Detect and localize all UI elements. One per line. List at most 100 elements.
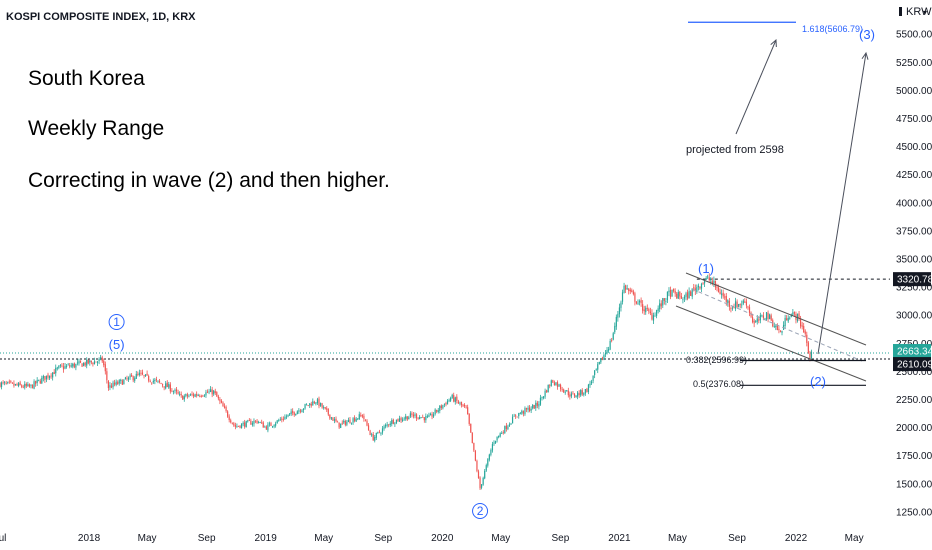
candle-body (612, 333, 614, 340)
candle-body (618, 307, 621, 315)
candle-body (487, 459, 489, 466)
candle-body (211, 389, 213, 395)
candle-body (620, 302, 622, 308)
candle-body (2, 382, 4, 384)
candle-body (578, 393, 580, 396)
candle-body (189, 394, 192, 396)
candle-body (288, 413, 291, 415)
candle-body (310, 403, 312, 406)
candle-body (180, 393, 182, 396)
candle-body (44, 375, 46, 381)
candle-body (90, 361, 92, 363)
candle-body (631, 290, 633, 292)
candle-body (417, 417, 419, 419)
currency-dropdown-icon[interactable]: ▾ (923, 8, 927, 17)
y-tick-label: 5250.00 (896, 58, 932, 69)
wave-paren-3-label: (3) (859, 27, 875, 42)
candle-body (651, 313, 653, 320)
candle-body (126, 378, 128, 380)
candle-body (801, 325, 803, 327)
candle-body (247, 420, 249, 422)
time-axis[interactable]: Jul 2018 May Sep 2019 May Sep 2020 May Sep 2021 May… (0, 533, 864, 544)
candle-body (378, 431, 380, 433)
x-tick-label: 2019 (255, 533, 278, 544)
candle-body (607, 349, 610, 351)
candle-body (694, 288, 696, 291)
candle-body (532, 404, 534, 409)
candle-body (124, 377, 127, 380)
candle-body (428, 415, 430, 417)
candle-body (781, 330, 783, 333)
candle-body (485, 465, 487, 471)
candle-body (175, 389, 178, 392)
candle-body (93, 361, 96, 365)
candle-body (161, 384, 164, 386)
candle-body (318, 398, 320, 407)
candle-body (179, 393, 181, 395)
candle-body (194, 394, 196, 397)
candle-body (157, 380, 159, 382)
candle-body (592, 375, 594, 381)
candle-body (663, 298, 665, 301)
candle-body (479, 477, 481, 489)
candle-body (394, 423, 396, 425)
currency-label[interactable]: KRW (906, 6, 932, 18)
candle-body (366, 420, 368, 426)
candle-body (148, 376, 150, 381)
candle-body (705, 278, 707, 280)
candle-body (240, 423, 243, 429)
candle-body (0, 382, 1, 387)
candle-body (323, 407, 325, 409)
candle-body (739, 303, 741, 305)
candle-body (722, 292, 724, 297)
x-tick-label: 2022 (785, 533, 808, 544)
candle-body (604, 352, 607, 355)
candle-body (710, 280, 712, 282)
candle-body (594, 370, 596, 375)
wave-paren-2-label: (2) (810, 374, 826, 389)
candle-body (476, 460, 478, 472)
candle-body (454, 397, 456, 403)
candle-body (688, 291, 690, 299)
candle-body (301, 410, 303, 413)
x-tick-label: May (845, 533, 864, 544)
candle-body (439, 405, 441, 411)
candle-body (5, 383, 7, 384)
candle-body (380, 432, 382, 434)
projection-arrow-short-head (770, 38, 777, 48)
candle-body (242, 422, 244, 425)
candle-body (347, 419, 350, 423)
candle-body (166, 382, 168, 388)
candle-body (632, 291, 634, 295)
candle-body (121, 380, 123, 385)
candle-body (200, 395, 202, 397)
candle-body (682, 299, 684, 301)
candle-body (693, 287, 695, 289)
x-tick-label: Sep (198, 533, 216, 544)
candle-body (555, 382, 557, 386)
candle-body (327, 409, 329, 415)
candle-body (609, 340, 611, 350)
x-tick-label: 2018 (78, 533, 101, 544)
candle-body (197, 394, 199, 396)
current-price-tag: 2663.34 (893, 344, 932, 359)
candle-body (691, 288, 693, 297)
candle-body (39, 380, 41, 384)
candle-body (787, 317, 789, 322)
chart-drawings[interactable] (675, 21, 869, 386)
candle-body (96, 361, 99, 363)
candle-body (134, 378, 136, 381)
candle-body (127, 377, 130, 380)
y-tick-label: 5000.00 (896, 86, 932, 97)
candle-body (442, 405, 444, 409)
candle-body (349, 419, 351, 424)
candle-body (89, 360, 91, 363)
candle-body (120, 379, 122, 381)
candle-body (614, 325, 616, 333)
candle-body (41, 377, 43, 384)
candle-body (473, 442, 475, 451)
candle-body (793, 312, 796, 314)
candle-body (674, 291, 676, 294)
candle-body (237, 425, 240, 427)
